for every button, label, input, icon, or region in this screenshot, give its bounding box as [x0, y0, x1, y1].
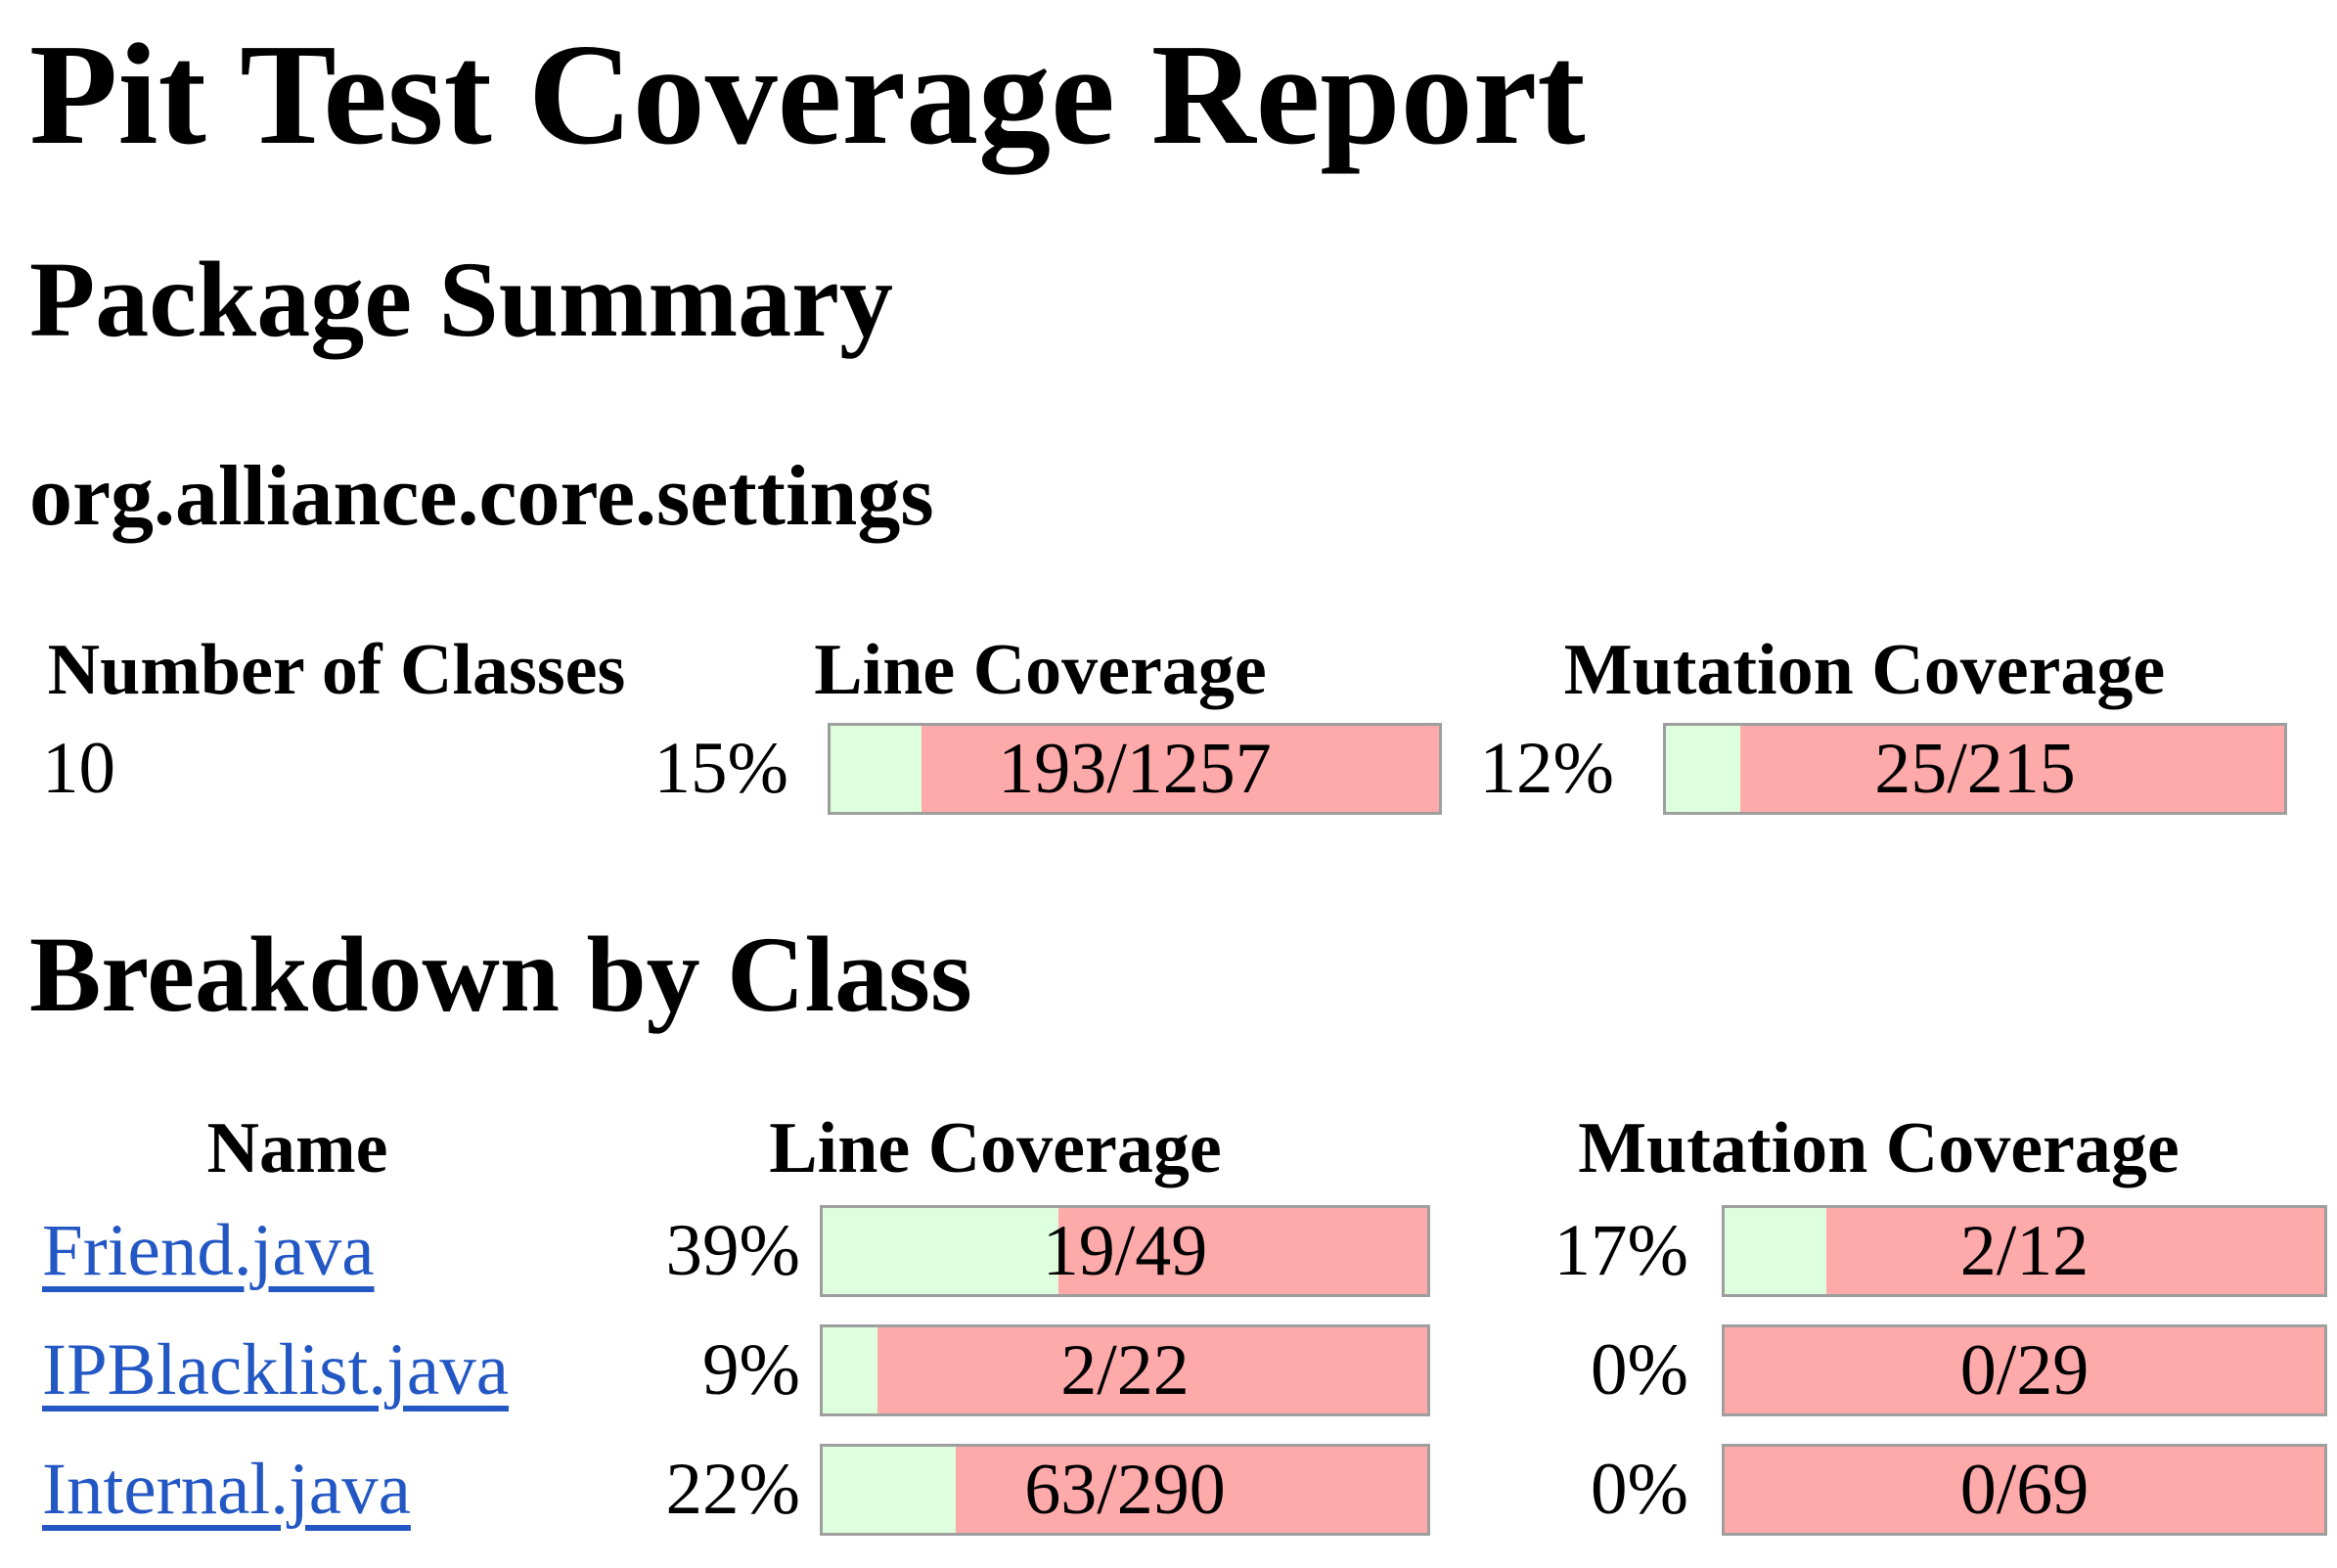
package-summary-header-row: Number of Classes Line Coverage Mutation… [34, 624, 2287, 717]
line-coverage-percent: 22% [665, 1448, 800, 1530]
header-name: Name [206, 1108, 388, 1189]
package-summary-row: 10 15% 193/1257 12% 25/215 [34, 717, 2287, 821]
class-link-internal[interactable]: Internal.java [42, 1448, 411, 1530]
header-mutation-coverage: Mutation Coverage [1563, 630, 2166, 711]
header-number-of-classes: Number of Classes [47, 630, 626, 711]
package-summary-heading: Package Summary [29, 239, 893, 359]
breakdown-heading: Breakdown by Class [29, 915, 972, 1035]
mutation-coverage-bar-label: 25/215 [1874, 729, 2076, 810]
header-mutation-coverage: Mutation Coverage [1578, 1108, 2180, 1189]
mutation-coverage-bar: 0/69 [1722, 1443, 2327, 1536]
mutation-coverage-bar-label: 0/69 [1959, 1449, 2090, 1530]
mutation-coverage-bar-fill [1666, 726, 1740, 813]
mutation-coverage-percent: 0% [1591, 1328, 1688, 1411]
line-coverage-bar: 19/49 [820, 1204, 1430, 1297]
line-coverage-bar-fill [823, 1326, 877, 1413]
page-title: Pit Test Coverage Report [29, 15, 1586, 175]
breakdown-header-row: Name Line Coverage Mutation Coverage [34, 1107, 2327, 1191]
package-name: org.alliance.core.settings [29, 449, 934, 545]
package-summary-table: Number of Classes Line Coverage Mutation… [34, 624, 2287, 821]
line-coverage-bar-fill [823, 1446, 956, 1533]
header-line-coverage: Line Coverage [769, 1108, 1222, 1189]
mutation-coverage-bar-fill [1725, 1207, 1827, 1294]
line-coverage-percent: 9% [702, 1328, 800, 1411]
mutation-coverage-bar-label: 0/29 [1959, 1329, 2090, 1411]
mutation-coverage-bar: 0/29 [1722, 1323, 2327, 1416]
line-coverage-bar-label: 63/290 [1024, 1449, 1226, 1530]
line-coverage-percent: 39% [665, 1209, 800, 1291]
table-row: IPBlacklist.java 9% 2/22 0% 0/29 [34, 1311, 2327, 1430]
breakdown-table: Name Line Coverage Mutation Coverage Fri… [34, 1107, 2327, 1549]
line-coverage-bar-fill [823, 1207, 1059, 1294]
mutation-coverage-percent: 12% [1479, 728, 1614, 810]
number-of-classes-value: 10 [42, 728, 115, 810]
line-coverage-bar: 2/22 [820, 1323, 1430, 1416]
line-coverage-bar-fill [831, 726, 922, 813]
class-link-ipblacklist[interactable]: IPBlacklist.java [42, 1328, 509, 1411]
line-coverage-bar-label: 19/49 [1042, 1210, 1208, 1291]
mutation-coverage-bar: 25/215 [1663, 723, 2287, 816]
mutation-coverage-bar: 2/12 [1722, 1204, 2327, 1297]
mutation-coverage-percent: 0% [1591, 1448, 1688, 1530]
table-row: Friend.java 39% 19/49 17% 2/12 [34, 1191, 2327, 1311]
mutation-coverage-percent: 17% [1553, 1209, 1688, 1291]
header-line-coverage: Line Coverage [814, 630, 1267, 711]
line-coverage-bar-label: 193/1257 [998, 729, 1272, 810]
mutation-coverage-bar-label: 2/12 [1959, 1210, 2090, 1291]
line-coverage-percent: 15% [653, 728, 788, 810]
line-coverage-bar: 193/1257 [828, 723, 1442, 816]
line-coverage-bar-label: 2/22 [1060, 1329, 1190, 1411]
line-coverage-bar: 63/290 [820, 1443, 1430, 1536]
class-link-friend[interactable]: Friend.java [42, 1209, 375, 1291]
table-row: Internal.java 22% 63/290 0% 0/69 [34, 1430, 2327, 1549]
